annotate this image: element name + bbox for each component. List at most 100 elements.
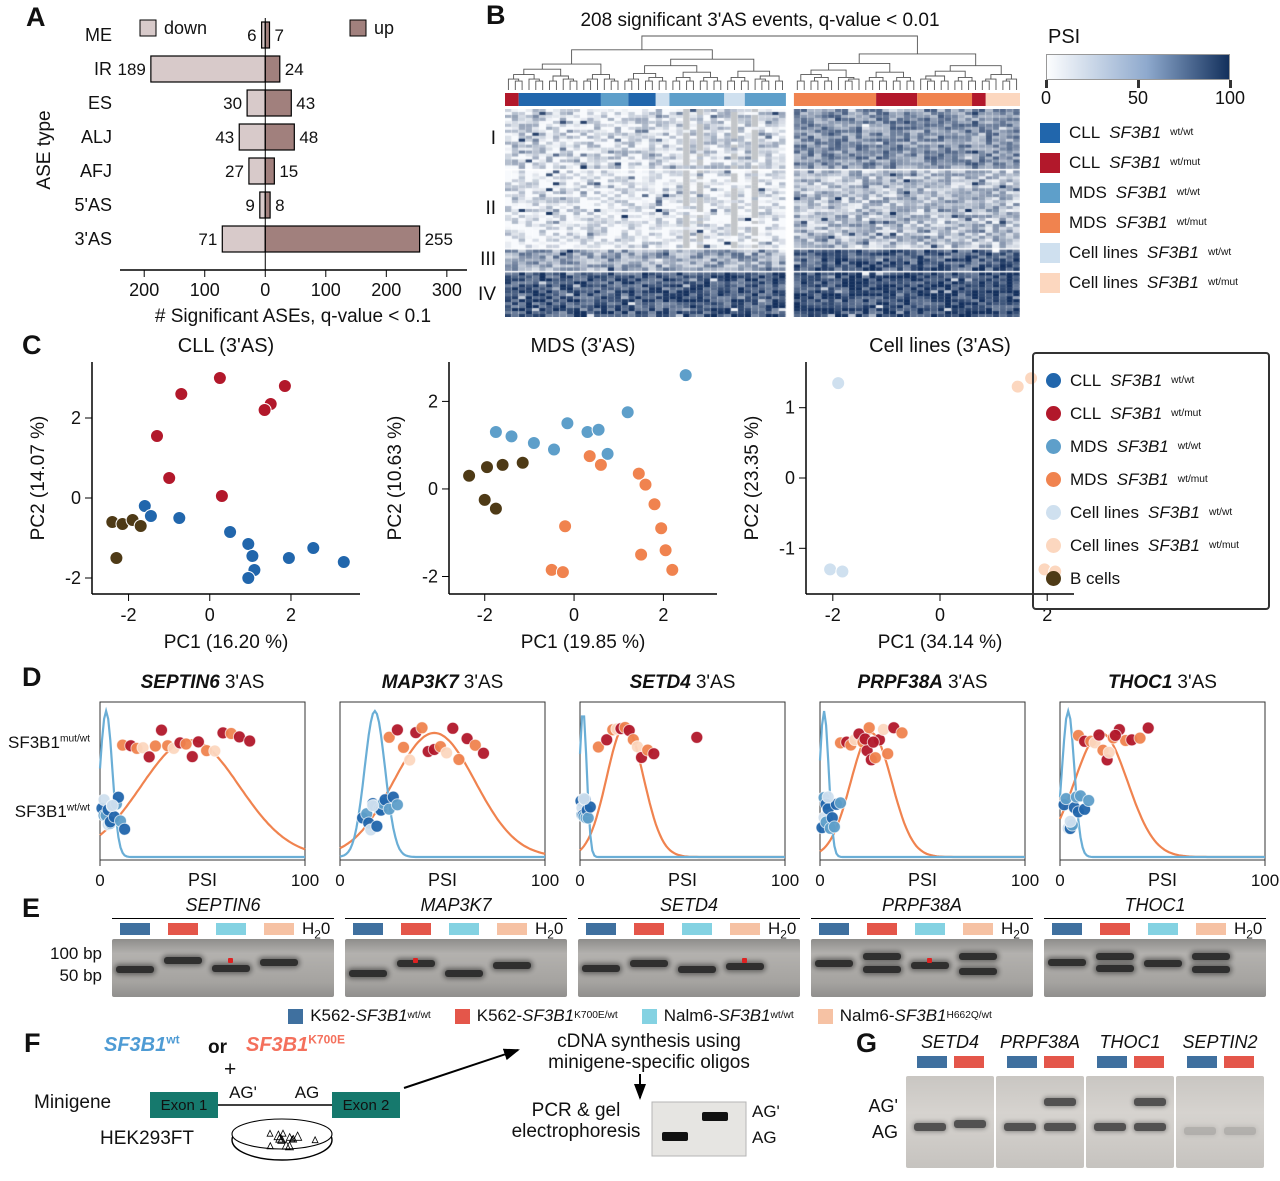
h2o-h: H (1001, 919, 1014, 938)
ase-bar-chart: down up ME 6 7 IR 189 24 ES 30 43 ALJ 43 48 AFJ 27 15 5'A… (34, 18, 467, 327)
legend-swatch (454, 1008, 470, 1024)
dendrogram-branch (990, 74, 1012, 80)
pca-legend-item: Cell lines SF3B1 wt/wt (1046, 496, 1268, 529)
value-label-up: 24 (285, 60, 304, 79)
y-tick-label: 0 (71, 488, 81, 508)
sample-group-segment (655, 93, 670, 106)
category-label: AFJ (80, 161, 112, 181)
psi-distribution-prpf38a: 0 100 PSI (815, 701, 1039, 890)
mini-gel-band-ag-prime (702, 1112, 728, 1121)
h2o-label: H20 (768, 919, 796, 940)
x-axis-title: PC1 (16.20 %) (164, 632, 289, 653)
value-label-up: 8 (275, 196, 284, 215)
dendrogram-branch (658, 80, 667, 90)
gene-name: THOC1 (1108, 672, 1173, 693)
lane-color-swatch (819, 923, 849, 935)
legend-swatch (1040, 123, 1060, 143)
psi-point-mut (1092, 728, 1106, 742)
density-curve-wt (818, 710, 1025, 859)
cdna-text-line1: cDNA synthesis using (557, 1031, 741, 1052)
violin-title-septin6: SEPTIN6 3'AS (95, 672, 310, 694)
pca-point (1024, 371, 1039, 386)
dendrogram-branch (810, 69, 847, 78)
gel-band (1094, 1122, 1126, 1131)
pca-point (835, 564, 850, 579)
gel-legend-gene: SF3B1 (355, 1006, 408, 1025)
gel-legend-item: Nalm6- SF3B1 H662Q/wt (817, 1006, 992, 1026)
psi-point-mut (397, 740, 410, 754)
gel-ag-label: AG (752, 1128, 777, 1147)
gel-band (164, 956, 202, 964)
gene-name: SF3B1 (246, 1034, 309, 1056)
value-label-down: 189 (117, 60, 145, 79)
lane-color-swatch (264, 923, 294, 935)
gel-block-setd4: SETD4 H20 (578, 895, 800, 1007)
dendrogram-branch (675, 76, 691, 82)
h2o-o: 0 (1252, 919, 1263, 938)
psi-point-mut (1133, 731, 1147, 745)
density-curve-wt (578, 715, 785, 859)
gel-lane-colors: H20 (345, 919, 567, 942)
pca-point (212, 371, 227, 385)
h2o-sub: 2 (547, 927, 554, 942)
heatmap-legend-gene: SF3B1 (1115, 213, 1168, 232)
gel-band (1004, 1122, 1036, 1131)
psi-tick (1229, 80, 1232, 88)
x-tick-label: -2 (121, 605, 137, 625)
value-label-down: 30 (223, 94, 242, 113)
size-label-100bp: 100 bp (50, 944, 102, 963)
psi-point-mut (868, 751, 882, 765)
h2o-label: H20 (535, 919, 563, 942)
pca-point (477, 492, 492, 507)
x-axis-title: PC1 (19.85 %) (521, 632, 646, 653)
pca-legend-item: B cells (1046, 562, 1268, 595)
gel-band (1044, 1122, 1076, 1131)
psi-point-mut (403, 753, 417, 767)
pca-legend-gene: SF3B1 (1116, 436, 1169, 456)
psi-point-mut (862, 721, 876, 735)
density-curve-mut (339, 731, 546, 855)
pca-point (620, 405, 635, 420)
y-tick-label: -1 (779, 538, 795, 558)
heatmap-legend-item: CLL SF3B1 wt/wt (1040, 118, 1238, 148)
pca-legend-prefix: CLL (1070, 370, 1102, 390)
gel-artifact (927, 957, 932, 963)
legend-swatch (1040, 243, 1060, 263)
gel-band (815, 960, 853, 968)
legend-dot (1046, 406, 1061, 421)
pca-point (1010, 379, 1025, 394)
g-lane-colors (1007, 1056, 1077, 1068)
dendrogram-branch (670, 58, 755, 72)
sample-group-segment (876, 93, 918, 106)
lane-color-swatch (586, 923, 616, 935)
sf3b1-wt-label: SF3B1wt (104, 1033, 180, 1057)
y-tick-label: 0 (785, 468, 795, 488)
pca-legend-prefix: Cell lines (1070, 502, 1139, 522)
bar-up-ALJ (264, 123, 295, 151)
psi-tick (1045, 80, 1048, 88)
pca-point (336, 555, 351, 569)
value-label-up: 7 (275, 26, 284, 45)
x-axis-title: PC1 (34.14 %) (878, 632, 1003, 653)
plot-frame (99, 701, 306, 861)
psi-distribution-setd4: 0 100 PSI (574, 701, 799, 890)
minigene-label: Minigene (34, 1092, 112, 1113)
panel-g-label: G (856, 1028, 878, 1058)
pca-title: Cell lines (3'AS) (869, 335, 1011, 357)
dendrogram-branch (1002, 80, 1011, 90)
gel-image (1044, 939, 1266, 997)
dendrogram-branch (868, 76, 884, 82)
psi-point-wt (366, 799, 380, 813)
pca-point (488, 501, 503, 516)
pca-point (634, 547, 649, 562)
cell-icon (292, 1131, 303, 1141)
gene-name: SF3B1 (14, 802, 67, 821)
gel-band (1096, 965, 1134, 972)
pca-point (241, 571, 256, 585)
gel-band (863, 966, 901, 974)
pca-point (245, 549, 260, 563)
dendrogram-branch (699, 80, 708, 90)
or-label: or (208, 1037, 227, 1058)
psi-point-mut (382, 730, 396, 744)
pca-point (631, 466, 646, 481)
